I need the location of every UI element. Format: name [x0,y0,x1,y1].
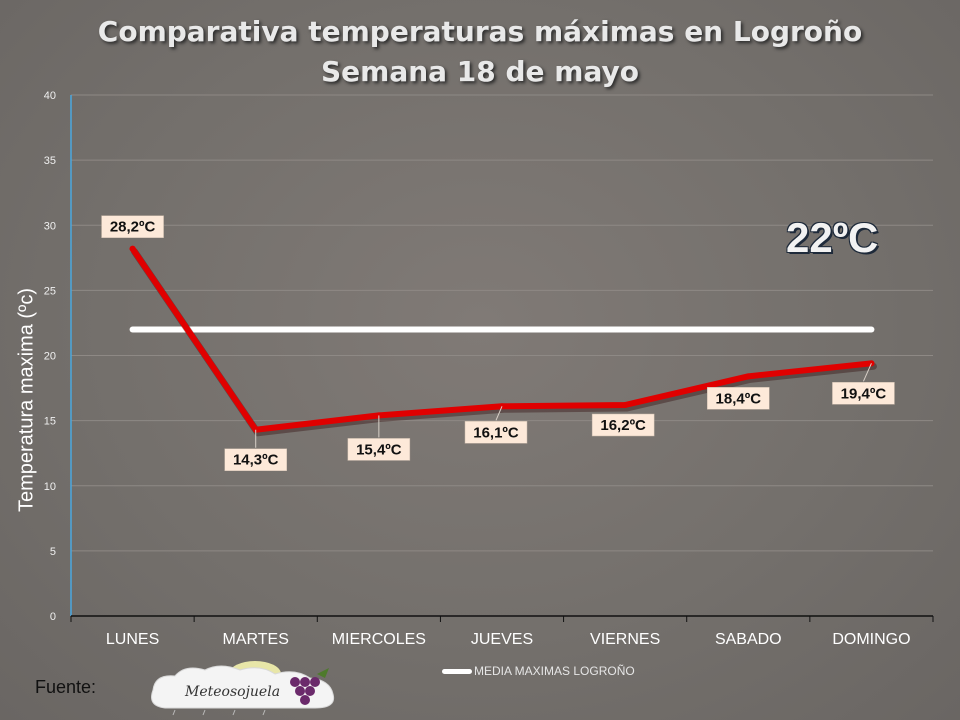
average-highlight-label: 22ºC [786,214,879,261]
y-tick-label: 20 [44,351,56,363]
legend-swatch-average [442,668,472,674]
y-tick-label: 30 [44,220,56,232]
data-label-box [101,215,164,238]
data-label: 19,4ºC [841,385,887,402]
x-tick-label: LUNES [106,631,159,648]
x-tick-label: SABADO [715,631,782,648]
y-tick-label: 15 [44,416,56,428]
x-tick-label: VIERNES [590,631,660,648]
y-tick-label: 40 [44,90,56,102]
data-point [129,245,136,252]
label-leader-line [862,363,872,382]
data-label: 16,1ºC [473,424,519,441]
y-tick-label: 0 [50,611,56,623]
chart-title-line2: Semana 18 de mayo [321,55,639,88]
data-point [745,373,752,380]
x-tick-label: MIERCOLES [332,631,426,648]
y-tick-label: 35 [44,155,56,167]
data-label: 14,3ºC [233,452,279,469]
source-label: Fuente: [35,677,97,697]
data-point [622,401,629,408]
chart-title-line1: Comparativa temperaturas máximas en Logr… [97,15,863,48]
data-label-box [464,421,528,444]
x-tick-label: DOMINGO [832,631,910,648]
y-axis-label: Temperatura maxima (ºc) [15,287,38,513]
logo-text: Meteosojuela [184,684,280,700]
series-line-shadow [131,248,877,437]
label-leader-line [495,406,503,421]
meteosojuela-logo: Meteosojuela [151,661,335,716]
chart-title: Comparativa temperaturas máximas en Logr… [0,12,960,92]
x-tick-label: MARTES [223,631,289,648]
legend-label-average: MEDIA MAXIMAS LOGROÑO [474,664,635,678]
data-label-box [832,382,895,405]
data-label-box [224,448,287,471]
data-label: 28,2ºC [110,219,156,236]
y-tick-label: 5 [50,546,56,558]
y-tick-label: 10 [44,481,56,493]
data-label: 15,4ºC [356,441,402,458]
data-label: 18,4ºC [716,390,762,407]
data-label-box [347,438,411,461]
y-tick-label: 25 [44,285,56,297]
data-label-box [591,413,655,437]
data-label-box [707,387,770,410]
x-tick-label: JUEVES [471,631,533,648]
legend: MEDIA MAXIMAS LOGROÑO [442,664,635,678]
data-label: 16,2ºC [600,417,646,434]
